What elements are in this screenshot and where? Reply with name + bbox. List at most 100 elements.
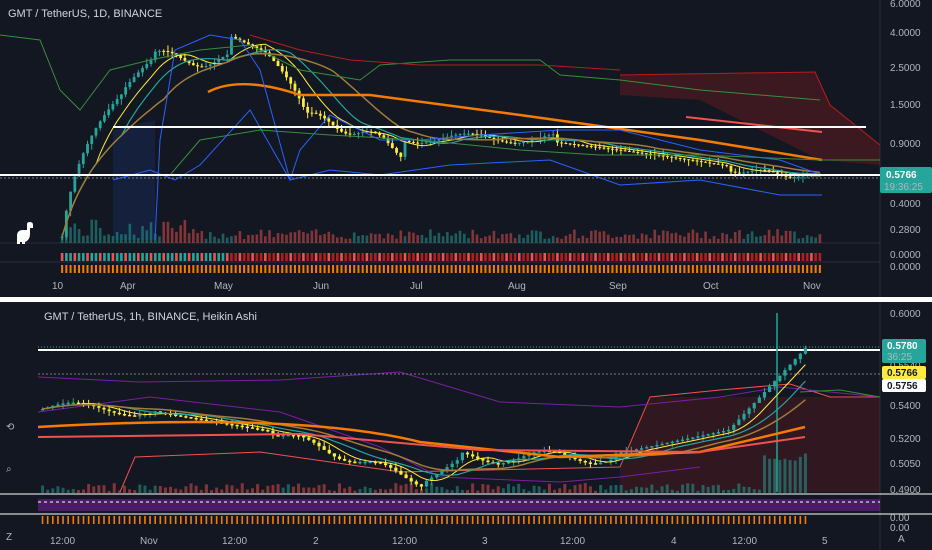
ha-body <box>573 457 577 460</box>
osc-bar <box>124 253 127 261</box>
time-tick-label: Nov <box>803 281 821 292</box>
candle-body <box>344 131 348 134</box>
candle-body <box>721 164 724 166</box>
osc-tick <box>389 516 392 524</box>
last-price-text: 0.5766 <box>886 170 917 181</box>
volume-bar <box>599 484 603 493</box>
osc-tick <box>681 516 684 524</box>
volume-bar <box>488 235 491 243</box>
volume-bar <box>307 487 311 493</box>
osc-bar <box>454 253 458 261</box>
volume-bar <box>61 487 65 493</box>
bottom-time-axis[interactable]: 12:00 Nov 12:00 2 12:00 3 12:00 4 12:00 5 <box>50 536 828 547</box>
osc-tick <box>190 516 192 524</box>
volume-bar <box>609 485 613 493</box>
osc-bar <box>632 253 635 261</box>
volume-bar <box>247 234 250 243</box>
osc-tick <box>553 516 556 524</box>
volume-bar <box>319 235 322 243</box>
price-tag[interactable] <box>882 379 926 392</box>
volume-bar <box>486 484 490 493</box>
ha-body <box>286 434 290 437</box>
osc2-bar <box>708 265 711 273</box>
volume-bar <box>475 234 479 243</box>
osc-tick <box>67 516 69 524</box>
osc2-bar <box>641 265 644 273</box>
last-price-tag[interactable] <box>880 167 932 193</box>
bb-upper <box>154 34 823 241</box>
zoom-icon[interactable]: ⌕ <box>6 464 12 475</box>
candle-body <box>471 133 475 135</box>
osc-bar <box>238 253 242 261</box>
price-tag[interactable] <box>882 366 926 379</box>
osc2-bar <box>649 265 652 273</box>
ha-body <box>302 435 306 438</box>
volume-bar <box>708 238 712 243</box>
candle-body <box>716 163 720 165</box>
top-plot-area[interactable] <box>0 0 881 297</box>
ha-body <box>337 456 342 459</box>
ha-body <box>711 433 715 435</box>
osc-bar <box>340 253 343 261</box>
settings-icon[interactable]: A <box>898 534 905 545</box>
osc-bar <box>810 253 813 261</box>
osc-bar <box>589 253 593 261</box>
osc-bar <box>221 253 225 261</box>
osc-bar <box>331 253 335 261</box>
auto-icon[interactable]: Z <box>6 532 12 543</box>
osc-tick <box>144 516 146 524</box>
volume-bar <box>801 237 805 243</box>
volume-bar <box>221 233 225 243</box>
osc-bar <box>280 253 284 261</box>
top-price-axis[interactable]: 6.0000 4.0000 2.5000 1.5000 0.9000 0.4000 0.28… <box>880 0 932 273</box>
ha-body <box>174 414 178 416</box>
osc-tick <box>123 516 126 524</box>
bottom-price-axis[interactable]: 0.60000.55400.54000.52000.50500.49000.00… <box>882 309 926 534</box>
osc-bar <box>386 253 390 261</box>
bottom-chart[interactable]: GMT / TetherUS, 1h, BINANCE, Heikin Ashi… <box>0 302 932 550</box>
volume-bar <box>446 231 449 243</box>
volume-bar <box>255 234 259 243</box>
volume-bar <box>409 483 413 493</box>
candle-body <box>90 135 94 144</box>
volume-bar <box>657 235 661 243</box>
volume-bar <box>76 490 80 493</box>
osc2-bar <box>268 265 271 273</box>
osc-tick <box>487 516 489 524</box>
candle-body <box>733 171 737 173</box>
ha-body <box>204 419 208 422</box>
volume-bar <box>192 229 195 243</box>
bottom-plot-area[interactable] <box>0 302 932 550</box>
volume-bar <box>281 487 285 493</box>
price-tag[interactable] <box>882 339 926 363</box>
candle-body <box>484 135 487 137</box>
candle-body <box>395 148 398 153</box>
osc-bar <box>361 253 364 261</box>
volume-bar <box>322 484 326 493</box>
osc-tick <box>768 516 771 524</box>
replay-icon[interactable]: ⟲ <box>6 422 15 433</box>
osc-tick <box>246 516 249 524</box>
volume-bar <box>573 229 576 243</box>
volume-bar <box>251 234 254 243</box>
osc2-bar <box>594 265 597 273</box>
osc2-bar <box>721 265 724 273</box>
volume-bar <box>399 485 403 493</box>
volume-bar <box>272 237 276 243</box>
top-time-axis[interactable]: 10 Apr May Jun Jul Aug Sep Oct Nov <box>52 281 821 292</box>
volume-bar <box>732 488 736 493</box>
osc2-bar <box>539 265 542 273</box>
osc-tick <box>523 516 525 524</box>
volume-bar <box>394 483 398 493</box>
osc2-bar <box>137 265 140 273</box>
volume-bar <box>302 231 305 243</box>
sidebar-icons[interactable]: ⟲ ⌕ Z A <box>6 422 905 545</box>
osc-tick <box>108 516 110 524</box>
volume-bar <box>665 484 669 493</box>
top-chart[interactable]: GMT / TetherUS, 1D, BINANCE 6.0000 4.0000… <box>0 0 932 297</box>
osc-tick <box>441 516 443 524</box>
volume-bar <box>213 236 216 243</box>
osc2-bar <box>306 265 309 273</box>
volume-bar <box>175 231 178 243</box>
osc2-bar <box>408 265 411 273</box>
